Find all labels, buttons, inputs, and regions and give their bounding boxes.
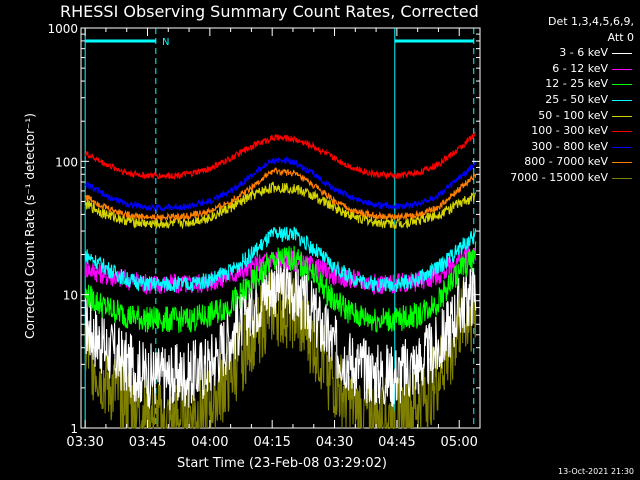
x-tick-label: 04:30: [316, 435, 353, 450]
legend-swatch: [612, 68, 632, 70]
legend-entry: 12 - 25 keV: [484, 76, 634, 92]
series-line: [84, 226, 477, 293]
series-line: [84, 155, 477, 213]
x-tick-label: 04:00: [191, 435, 228, 450]
x-axis-label: Start Time (23-Feb-08 03:29:02): [177, 456, 387, 471]
legend-entry-label: 25 - 50 keV: [545, 92, 608, 106]
legend-entry-label: 800 - 7000 keV: [524, 155, 608, 169]
series-line: [84, 270, 477, 429]
legend-swatch: [612, 146, 632, 148]
series-line: [84, 131, 477, 181]
legend-swatch: [612, 177, 632, 179]
legend-entry: 800 - 7000 keV: [484, 154, 634, 170]
series-line: [84, 241, 477, 333]
legend: Det 1,3,4,5,6,9, Att 0 3 - 6 keV 6 - 12 k…: [484, 14, 634, 186]
chart-title: RHESSI Observing Summary Count Rates, Co…: [60, 2, 479, 21]
legend-swatch: [612, 131, 632, 133]
legend-entry-label: 12 - 25 keV: [545, 77, 608, 91]
plot-frame: [80, 27, 481, 429]
timestamp: 13-Oct-2021 21:30: [558, 467, 634, 476]
legend-entry: 100 - 300 keV: [484, 123, 634, 139]
legend-swatch: [612, 115, 632, 117]
legend-entry-label: 7000 - 15000 keV: [510, 170, 608, 184]
legend-entry: 6 - 12 keV: [484, 61, 634, 77]
legend-entry: 25 - 50 keV: [484, 92, 634, 108]
y-tick-label: 10: [63, 289, 78, 303]
x-tick-label: 04:45: [378, 435, 415, 450]
series-line: [84, 253, 477, 411]
legend-swatch: [612, 99, 632, 101]
y-tick-label: 1: [70, 422, 78, 436]
series-line: [84, 181, 477, 230]
legend-swatch: [612, 84, 632, 86]
legend-entry-label: 6 - 12 keV: [552, 61, 608, 75]
legend-swatch: [612, 162, 632, 164]
x-tick-label: 04:15: [253, 435, 290, 450]
legend-header-attenuator: Att 0: [607, 30, 634, 44]
legend-swatch: [612, 53, 632, 55]
legend-entry: 3 - 6 keV: [484, 45, 634, 61]
x-tick-label: 03:30: [66, 435, 103, 450]
x-tick-label: 03:45: [129, 435, 166, 450]
legend-entry: 7000 - 15000 keV: [484, 170, 634, 186]
legend-header-detectors: Det 1,3,4,5,6,9,: [547, 15, 634, 28]
y-axis-label: Corrected Count Rate (s⁻¹ detector⁻¹): [23, 113, 37, 339]
legend-entry-label: 100 - 300 keV: [531, 124, 608, 138]
y-tick-label: 100: [55, 155, 78, 169]
y-tick-label: 1000: [47, 22, 78, 36]
series-line: [84, 166, 477, 222]
x-tick-label: 05:00: [440, 435, 477, 450]
legend-entry-label: 3 - 6 keV: [559, 46, 608, 60]
legend-entry-label: 50 - 100 keV: [538, 108, 608, 122]
legend-entry: 300 - 800 keV: [484, 139, 634, 155]
legend-entry-label: 300 - 800 keV: [531, 139, 608, 153]
legend-entry: 50 - 100 keV: [484, 108, 634, 124]
annotation-label: N: [162, 37, 169, 48]
